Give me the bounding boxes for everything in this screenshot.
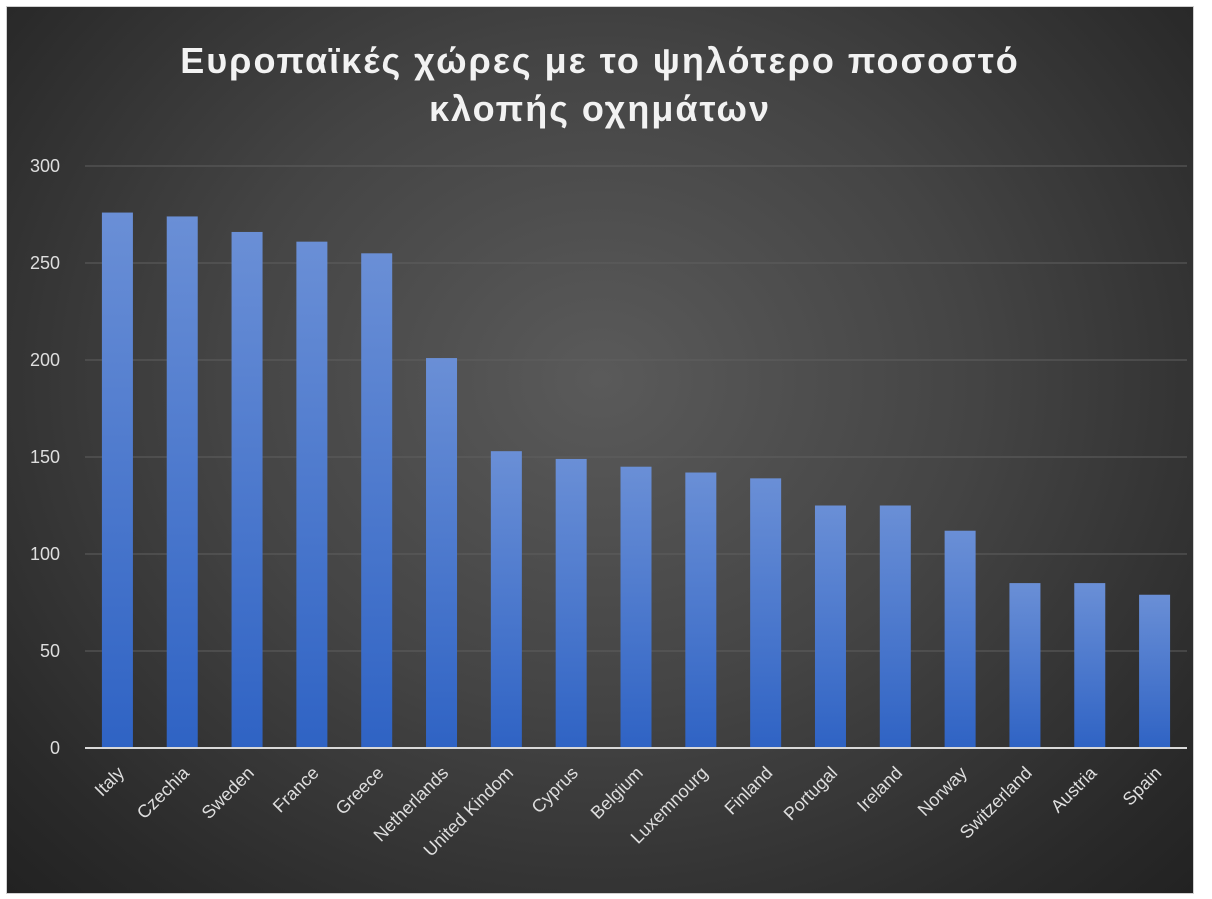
y-tick-label: 0 (50, 738, 60, 758)
bar-czechia (166, 216, 198, 748)
y-axis-tick-labels: 0 50 100 150 200 250 300 (30, 156, 60, 758)
x-tick-label: Norway (914, 763, 971, 820)
y-tick-label: 150 (30, 447, 60, 467)
bar-netherlands (426, 358, 458, 748)
x-tick-label: Austria (1047, 762, 1101, 816)
y-tick-label: 100 (30, 544, 60, 564)
y-tick-label: 50 (40, 641, 60, 661)
bar-italy (101, 212, 133, 748)
y-tick-label: 300 (30, 156, 60, 176)
x-tick-label: Spain (1119, 763, 1166, 810)
chart-area: Ευροπαϊκές χώρες με το ψηλότερο ποσοστό … (7, 7, 1193, 893)
x-tick-label: Sweden (198, 763, 258, 823)
bar-belgium (620, 466, 652, 748)
bar-united-kindom (490, 451, 522, 748)
x-tick-label: Italy (91, 763, 128, 800)
x-tick-label: Ireland (853, 763, 906, 816)
x-tick-label: Czechia (133, 762, 194, 823)
x-tick-label: Greece (332, 763, 388, 819)
bar-portugal (814, 505, 846, 748)
bar-switzerland (1009, 583, 1041, 748)
bar-sweden (231, 231, 263, 748)
bar-france (296, 241, 328, 748)
x-axis-tick-labels: Italy Czechia Sweden France GreeceNetherland… (91, 762, 1166, 860)
bar-cyprus (555, 458, 587, 748)
bar-finland (750, 478, 782, 748)
x-tick-label: Belgium (587, 763, 647, 823)
chart-title: Ευροπαϊκές χώρες με το ψηλότερο ποσοστό … (180, 40, 1020, 129)
x-tick-label: Finland (721, 763, 777, 819)
bar-spain (1139, 594, 1171, 748)
bar-ireland (879, 505, 911, 748)
bar-greece (361, 253, 393, 749)
x-tick-label: France (269, 763, 323, 817)
bar-austria (1074, 583, 1106, 748)
bar-luxemnourg (685, 472, 717, 748)
x-tick-label: Portugal (780, 763, 842, 825)
bar-chart: 0 50 100 150 200 250 300 Italy Czechia Sweden Fra… (30, 156, 1187, 860)
bar-norway (944, 530, 976, 748)
x-tick-label: Cyprus (528, 763, 582, 817)
bars (101, 212, 1171, 749)
y-tick-label: 200 (30, 350, 60, 370)
y-tick-label: 250 (30, 253, 60, 273)
